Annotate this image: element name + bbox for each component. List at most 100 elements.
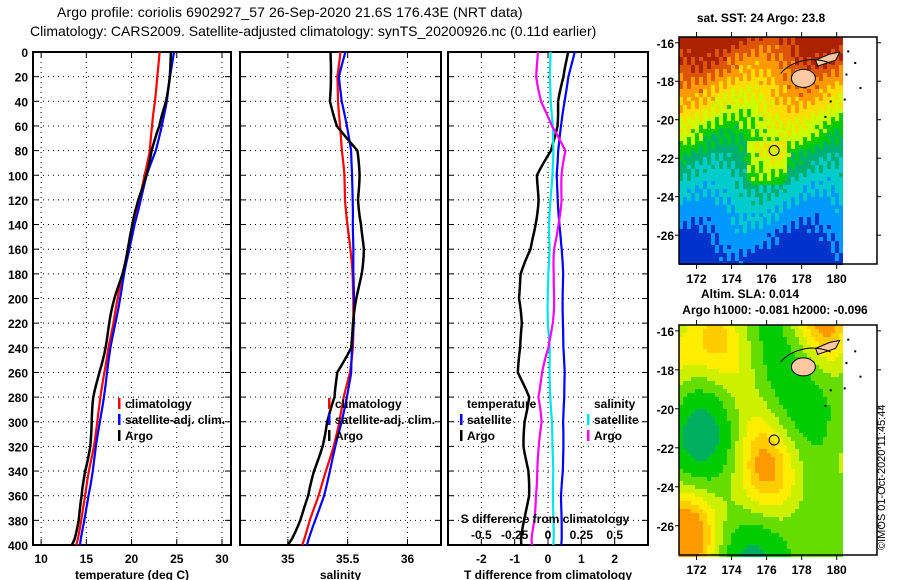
map-cell — [827, 461, 831, 465]
map-cell — [751, 501, 755, 505]
map-cell — [771, 97, 775, 101]
map-cell — [687, 529, 691, 533]
map-cell — [807, 97, 811, 101]
map-cell — [775, 449, 779, 453]
map-cell — [711, 541, 715, 545]
map-cell — [783, 445, 787, 449]
map-cell — [727, 325, 731, 329]
map-y-tick-label: -18 — [657, 75, 675, 89]
map-cell — [679, 445, 683, 449]
legend-difference-panel: temperaturesatelliteArgosalinitysatellit… — [460, 397, 639, 542]
map-cell — [683, 477, 687, 481]
map-cell — [731, 537, 735, 541]
map-cell — [787, 121, 791, 125]
map-cell — [815, 417, 819, 421]
map-cell — [687, 241, 691, 245]
map-cell — [743, 405, 747, 409]
map-cell — [703, 61, 707, 65]
map-cell — [683, 445, 687, 449]
map-cell — [795, 141, 799, 145]
map-cell — [831, 389, 835, 393]
map-cell — [819, 393, 823, 397]
map-cell — [823, 417, 827, 421]
map-cell — [715, 361, 719, 365]
map-cell — [719, 425, 723, 429]
map-cell — [763, 261, 767, 265]
map-cell — [795, 261, 799, 265]
map-cell — [791, 341, 795, 345]
map-cell — [819, 93, 823, 97]
map-cell — [775, 69, 779, 73]
map-cell — [715, 169, 719, 173]
map-cell — [807, 497, 811, 501]
map-cell — [811, 397, 815, 401]
map-cell — [831, 161, 835, 165]
map-cell — [683, 341, 687, 345]
map-cell — [711, 237, 715, 241]
map-cell — [819, 537, 823, 541]
map-cell — [815, 389, 819, 393]
map-cell — [799, 405, 803, 409]
map-cell — [811, 245, 815, 249]
map-cell — [779, 385, 783, 389]
map-cell — [687, 125, 691, 129]
map-cell — [751, 453, 755, 457]
map-cell — [711, 113, 715, 117]
map-cell — [723, 473, 727, 477]
map-cell — [691, 513, 695, 517]
map-cell — [751, 469, 755, 473]
legend-label-t-argo: Argo — [467, 429, 495, 443]
map-cell — [799, 117, 803, 121]
map-cell — [743, 53, 747, 57]
map-cell — [831, 245, 835, 249]
map-cell — [795, 97, 799, 101]
map-cell — [679, 225, 683, 229]
map-cell — [815, 465, 819, 469]
map-cell — [823, 213, 827, 217]
map-cell — [739, 117, 743, 121]
map-cell — [827, 49, 831, 53]
map-cell — [795, 453, 799, 457]
map-cell — [815, 245, 819, 249]
map-cell — [827, 109, 831, 113]
map-cell — [747, 365, 751, 369]
map-cell — [811, 477, 815, 481]
map-cell — [703, 381, 707, 385]
map-cell — [815, 493, 819, 497]
map-cell — [759, 161, 763, 165]
map-cell — [791, 477, 795, 481]
map-cell — [787, 181, 791, 185]
map-cell — [715, 125, 719, 129]
map-cell — [831, 373, 835, 377]
map-cell — [719, 133, 723, 137]
map-cell — [751, 237, 755, 241]
map-cell — [747, 185, 751, 189]
map-cell — [699, 477, 703, 481]
map-cell — [739, 237, 743, 241]
map-cell — [735, 145, 739, 149]
map-cell — [803, 385, 807, 389]
map-cell — [687, 237, 691, 241]
map-cell — [767, 217, 771, 221]
map-cell — [719, 89, 723, 93]
map-cell — [831, 493, 835, 497]
map-cell — [747, 493, 751, 497]
map-cell — [723, 457, 727, 461]
map-cell — [691, 129, 695, 133]
map-cell — [771, 209, 775, 213]
map-cell — [759, 341, 763, 345]
map-cell — [751, 169, 755, 173]
map-cell — [755, 485, 759, 489]
map-cell — [795, 517, 799, 521]
map-cell — [783, 521, 787, 525]
map-cell — [815, 517, 819, 521]
map-cell — [807, 229, 811, 233]
map-cell — [679, 185, 683, 189]
map-cell — [791, 505, 795, 509]
map-cell — [779, 49, 783, 53]
map-cell — [823, 129, 827, 133]
map-cell — [707, 237, 711, 241]
map-cell — [739, 421, 743, 425]
map-cell — [811, 201, 815, 205]
map-cell — [759, 397, 763, 401]
